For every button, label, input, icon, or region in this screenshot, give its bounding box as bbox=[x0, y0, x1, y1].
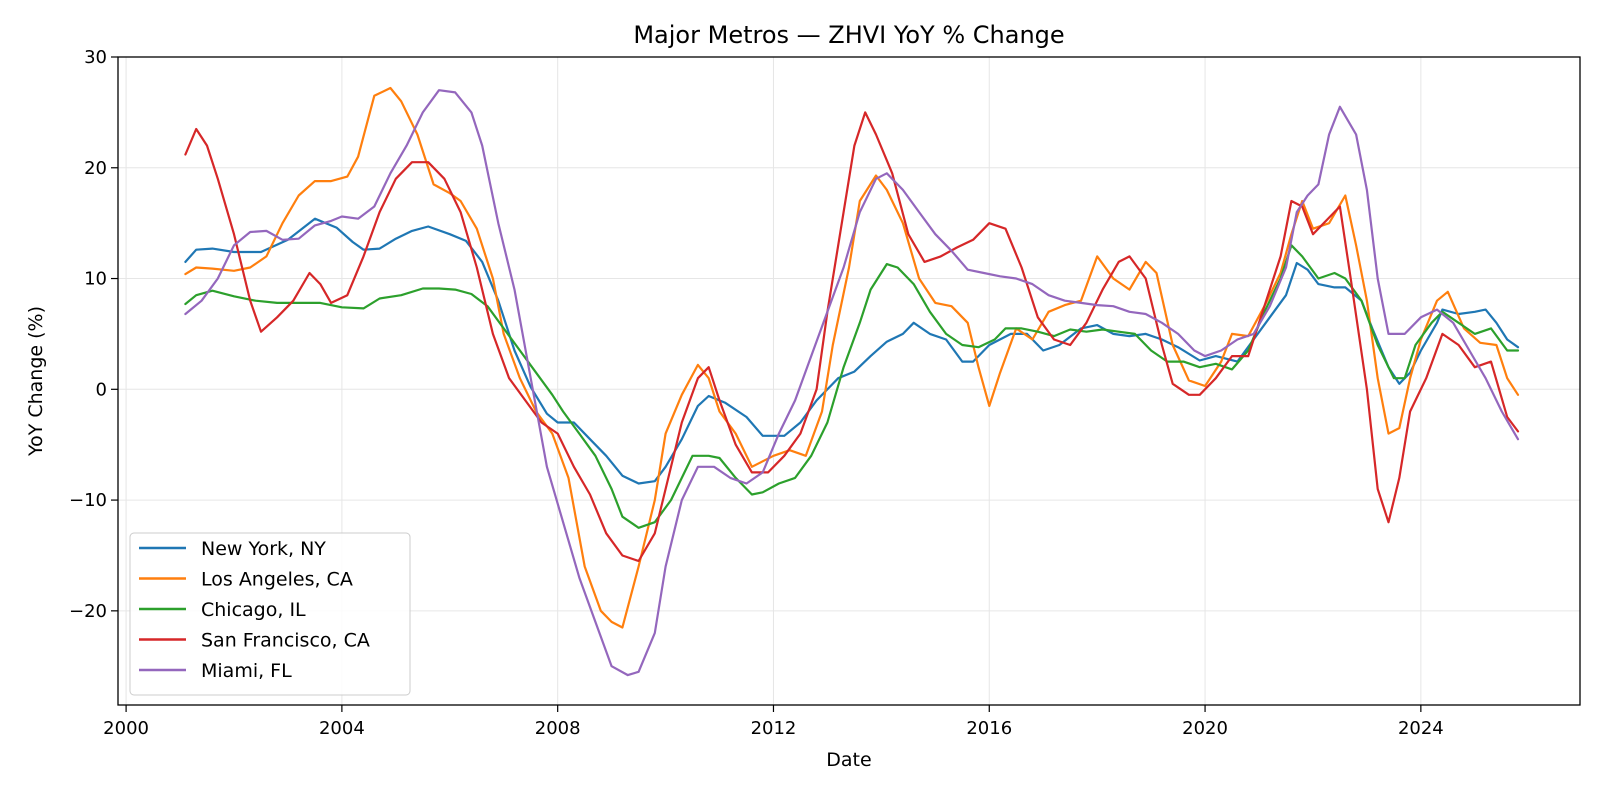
y-tick-label: 20 bbox=[84, 158, 107, 179]
plot-frame bbox=[117, 56, 1581, 706]
x-axis-label: Date bbox=[826, 749, 871, 771]
series-lines bbox=[184, 86, 1520, 677]
x-tick-label: 2008 bbox=[535, 718, 581, 739]
series-line-new-york-ny bbox=[184, 217, 1520, 485]
chart-title: Major Metros — ZHVI YoY % Change bbox=[633, 21, 1064, 49]
y-axis-ticks: −20 −10 0 10 20 30 bbox=[69, 47, 118, 622]
legend-label-new-york-ny: New York, NY bbox=[201, 538, 326, 560]
legend: New York, NY Los Angeles, CA Chicago, IL Sa… bbox=[129, 532, 411, 696]
legend-label-chicago-il: Chicago, IL bbox=[201, 599, 306, 621]
y-tick-label: 10 bbox=[84, 269, 107, 290]
x-tick-label: 2020 bbox=[1182, 718, 1228, 739]
series-line-chicago-il bbox=[184, 244, 1520, 529]
legend-label-san-francisco-ca: San Francisco, CA bbox=[201, 630, 370, 652]
x-tick-label: 2016 bbox=[966, 718, 1012, 739]
y-tick-label: −20 bbox=[69, 601, 107, 622]
x-axis-ticks: 2000 2004 2008 2012 2016 2020 2024 bbox=[103, 705, 1444, 739]
legend-box bbox=[129, 532, 411, 696]
y-tick-label: 30 bbox=[84, 47, 107, 68]
series-line-san-francisco-ca bbox=[184, 111, 1520, 563]
x-tick-label: 2012 bbox=[751, 718, 797, 739]
legend-entries: New York, NY Los Angeles, CA Chicago, IL Sa… bbox=[139, 538, 370, 682]
y-axis-label: YoY Change (%) bbox=[25, 306, 47, 457]
x-tick-label: 2024 bbox=[1398, 718, 1444, 739]
legend-label-los-angeles-ca: Los Angeles, CA bbox=[201, 569, 353, 591]
x-tick-label: 2000 bbox=[103, 718, 149, 739]
legend-label-miami-fl: Miami, FL bbox=[201, 660, 292, 682]
y-tick-label: −10 bbox=[69, 490, 107, 511]
x-tick-label: 2004 bbox=[319, 718, 365, 739]
y-tick-label: 0 bbox=[96, 379, 107, 400]
series-line-miami-fl bbox=[184, 89, 1520, 677]
